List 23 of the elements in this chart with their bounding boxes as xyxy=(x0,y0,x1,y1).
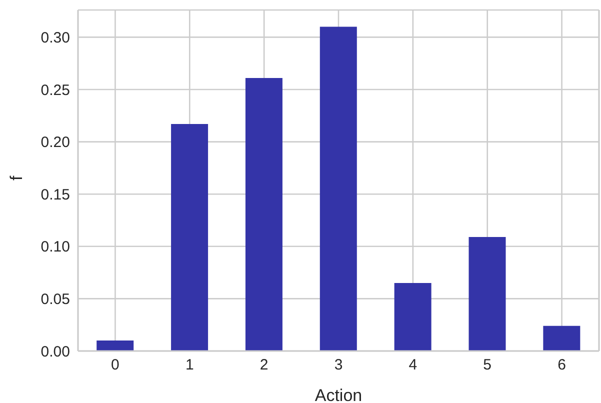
y-axis-title: f xyxy=(7,176,26,180)
x-tick-label: 6 xyxy=(558,356,566,374)
x-tick-label: 0 xyxy=(111,356,120,374)
bar xyxy=(245,78,282,351)
x-tick-label: 1 xyxy=(185,356,194,374)
bar xyxy=(394,283,432,351)
bar xyxy=(320,26,357,351)
x-tick-label: 2 xyxy=(260,356,268,374)
y-tick-label: 0.10 xyxy=(40,238,70,256)
y-tick-label: 0.00 xyxy=(40,343,70,360)
y-tick-label: 0.20 xyxy=(40,134,70,152)
y-tick-label: 0.15 xyxy=(40,186,70,204)
y-tick-label: 0.30 xyxy=(40,30,70,47)
x-tick-label: 5 xyxy=(483,356,492,374)
x-tick-label: 4 xyxy=(408,356,418,374)
y-tick-label: 0.05 xyxy=(40,291,70,308)
x-axis-title: Action xyxy=(314,386,362,403)
bar xyxy=(96,340,134,351)
bar xyxy=(543,326,580,351)
bar xyxy=(171,124,208,351)
y-tick-label: 0.25 xyxy=(40,82,70,99)
bar xyxy=(468,236,506,351)
x-tick-label: 3 xyxy=(334,356,343,374)
